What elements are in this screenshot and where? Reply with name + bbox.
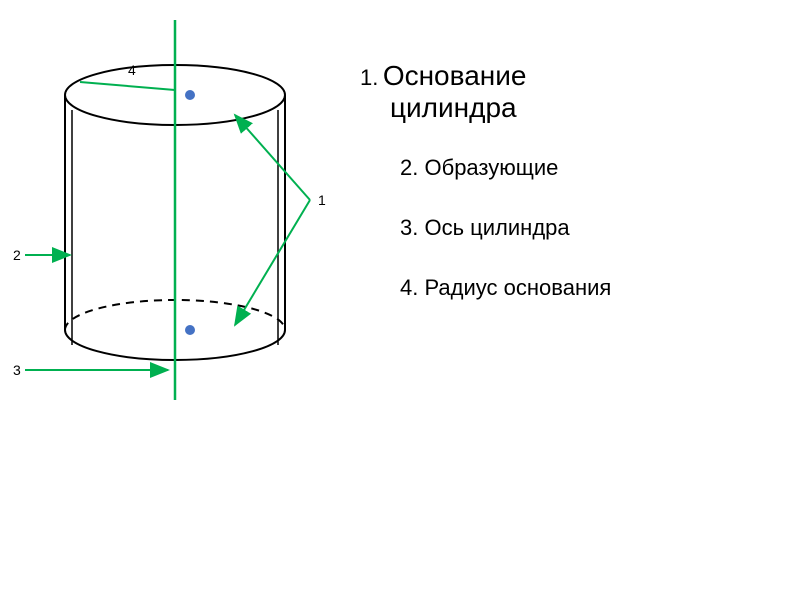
bottom-center-dot: [185, 325, 195, 335]
legend-item-1: 1. Основаниецилиндра: [360, 60, 526, 124]
legend-text-2: Образующие: [424, 155, 558, 180]
leader-label-3: 3: [13, 362, 21, 378]
legend-item-2: 2. Образующие: [400, 155, 558, 181]
top-center-dot: [185, 90, 195, 100]
radius-line: [80, 82, 175, 90]
legend-text-4: Радиус основания: [424, 275, 611, 300]
legend-text-1: Основаниецилиндра: [360, 60, 526, 123]
legend-item-4: 4. Радиус основания: [400, 275, 611, 301]
leader-label-1: 1: [318, 192, 326, 208]
leader-label-4: 4: [128, 62, 136, 78]
legend-item-3: 3. Ось цилиндра: [400, 215, 570, 241]
legend-num-3: 3.: [400, 215, 418, 240]
legend-num-1: 1.: [360, 65, 378, 90]
leader-label-2: 2: [13, 247, 21, 263]
legend-num-2: 2.: [400, 155, 418, 180]
leader-1-to-bottom: [235, 200, 310, 325]
leader-1-to-top: [235, 115, 310, 200]
legend-text-3: Ось цилиндра: [424, 215, 569, 240]
legend-num-4: 4.: [400, 275, 418, 300]
